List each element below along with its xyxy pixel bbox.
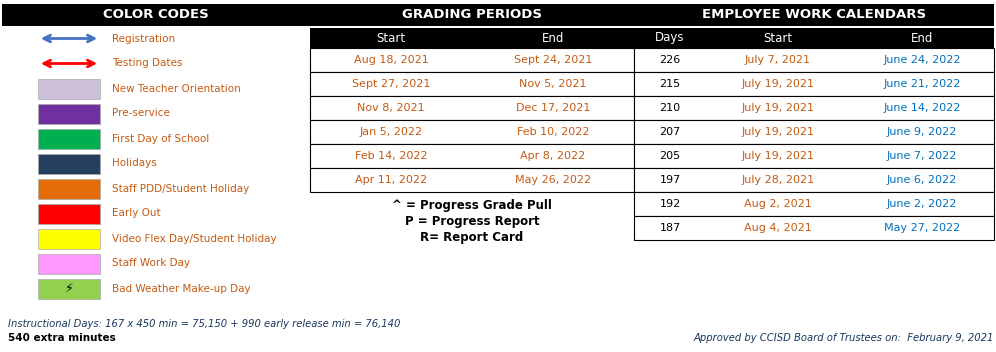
Text: 210: 210 [659, 103, 680, 113]
Text: Days: Days [655, 31, 684, 44]
Text: Aug 2, 2021: Aug 2, 2021 [744, 199, 812, 209]
Text: Pre-service: Pre-service [112, 108, 170, 119]
Bar [38, 203, 100, 224]
Text: June 24, 2022: June 24, 2022 [883, 55, 961, 65]
Text: Video Flex Day/Student Holiday: Video Flex Day/Student Holiday [112, 233, 277, 244]
Text: P = Progress Report: P = Progress Report [404, 215, 539, 228]
Text: 207: 207 [659, 127, 680, 137]
Bar [634, 216, 994, 240]
Bar [634, 96, 994, 120]
Bar [38, 103, 100, 124]
Text: Feb 10, 2022: Feb 10, 2022 [517, 127, 590, 137]
Bar [310, 4, 634, 26]
Text: July 19, 2021: July 19, 2021 [741, 127, 815, 137]
Bar [634, 28, 994, 48]
Bar [634, 192, 994, 216]
Text: 226: 226 [659, 55, 680, 65]
Bar [634, 144, 994, 168]
Text: ^ = Progress Grade Pull: ^ = Progress Grade Pull [392, 200, 552, 213]
Text: Dec 17, 2021: Dec 17, 2021 [516, 103, 591, 113]
Bar [38, 253, 100, 274]
Bar [634, 168, 994, 192]
Text: July 19, 2021: July 19, 2021 [741, 79, 815, 89]
Bar [310, 144, 634, 168]
Text: Start: Start [764, 31, 793, 44]
Text: July 19, 2021: July 19, 2021 [741, 103, 815, 113]
Text: ⚡: ⚡ [65, 282, 74, 295]
Text: Testing Dates: Testing Dates [112, 58, 182, 69]
Text: R= Report Card: R= Report Card [420, 232, 524, 245]
Text: Start: Start [376, 31, 405, 44]
Text: Holidays: Holidays [112, 158, 156, 169]
Text: End: End [542, 31, 564, 44]
Bar [38, 153, 100, 174]
Text: June 9, 2022: June 9, 2022 [886, 127, 957, 137]
Text: New Teacher Orientation: New Teacher Orientation [112, 83, 241, 94]
Text: Nov 8, 2021: Nov 8, 2021 [358, 103, 425, 113]
Text: June 14, 2022: June 14, 2022 [883, 103, 961, 113]
Text: Nov 5, 2021: Nov 5, 2021 [519, 79, 587, 89]
Text: July 19, 2021: July 19, 2021 [741, 151, 815, 161]
Text: 205: 205 [659, 151, 680, 161]
Bar [38, 78, 100, 99]
Bar [38, 178, 100, 199]
Bar [310, 120, 634, 144]
Bar [310, 168, 634, 192]
Bar [2, 4, 310, 26]
Text: 187: 187 [659, 223, 680, 233]
Text: Aug 18, 2021: Aug 18, 2021 [354, 55, 428, 65]
Text: June 6, 2022: June 6, 2022 [886, 175, 957, 185]
Bar [310, 72, 634, 96]
Text: Apr 8, 2022: Apr 8, 2022 [520, 151, 586, 161]
Text: Feb 14, 2022: Feb 14, 2022 [355, 151, 427, 161]
Bar [38, 278, 100, 298]
Text: Approved by CCISD Board of Trustees on:  February 9, 2021: Approved by CCISD Board of Trustees on: … [693, 333, 994, 343]
Text: Staff Work Day: Staff Work Day [112, 258, 190, 269]
Text: Registration: Registration [112, 33, 175, 44]
Text: June 2, 2022: June 2, 2022 [886, 199, 957, 209]
Text: May 26, 2022: May 26, 2022 [515, 175, 591, 185]
Bar [38, 228, 100, 249]
Bar [634, 120, 994, 144]
Text: Sept 24, 2021: Sept 24, 2021 [514, 55, 593, 65]
Text: 540 extra minutes: 540 extra minutes [8, 333, 116, 343]
Text: 197: 197 [659, 175, 680, 185]
Text: July 28, 2021: July 28, 2021 [741, 175, 815, 185]
Text: EMPLOYEE WORK CALENDARS: EMPLOYEE WORK CALENDARS [702, 8, 926, 21]
Text: Jan 5, 2022: Jan 5, 2022 [360, 127, 422, 137]
Text: Apr 11, 2022: Apr 11, 2022 [355, 175, 427, 185]
Bar [634, 4, 994, 26]
Text: COLOR CODES: COLOR CODES [104, 8, 209, 21]
Bar [310, 48, 634, 72]
Text: End: End [910, 31, 933, 44]
Bar [310, 96, 634, 120]
Text: Bad Weather Make-up Day: Bad Weather Make-up Day [112, 283, 251, 294]
Bar [634, 72, 994, 96]
Text: Aug 4, 2021: Aug 4, 2021 [744, 223, 812, 233]
Text: 192: 192 [659, 199, 680, 209]
Text: June 7, 2022: June 7, 2022 [886, 151, 957, 161]
Text: Instructional Days: 167 x 450 min = 75,150 + 990 early release min = 76,140: Instructional Days: 167 x 450 min = 75,1… [8, 319, 400, 329]
Text: Early Out: Early Out [112, 208, 160, 219]
Text: June 21, 2022: June 21, 2022 [883, 79, 961, 89]
Bar [38, 128, 100, 149]
Text: Sept 27, 2021: Sept 27, 2021 [352, 79, 430, 89]
Text: Staff PDD/Student Holiday: Staff PDD/Student Holiday [112, 183, 249, 194]
Text: First Day of School: First Day of School [112, 133, 209, 144]
Bar [634, 48, 994, 72]
Bar [310, 28, 634, 48]
Text: 215: 215 [659, 79, 680, 89]
Text: May 27, 2022: May 27, 2022 [883, 223, 960, 233]
Text: July 7, 2021: July 7, 2021 [745, 55, 811, 65]
Text: GRADING PERIODS: GRADING PERIODS [402, 8, 542, 21]
